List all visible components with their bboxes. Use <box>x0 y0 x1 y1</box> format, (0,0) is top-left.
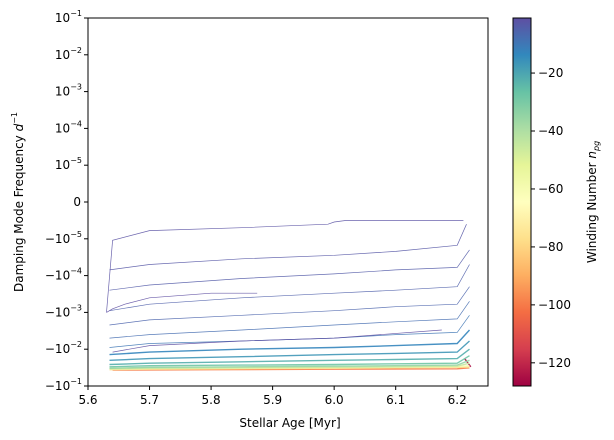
colorbar <box>512 17 532 387</box>
x-tick-label: 5.9 <box>263 393 282 407</box>
colorbar-tick-label: −80 <box>538 240 563 254</box>
series-line <box>109 362 470 370</box>
series-line <box>112 329 442 353</box>
y-tick-label: −10−5 <box>45 230 82 246</box>
colorbar-tick-label: −20 <box>538 66 563 80</box>
series-line <box>109 329 471 356</box>
x-tick-label: 5.6 <box>78 393 97 407</box>
colorbar-tick-label: −60 <box>538 182 563 196</box>
series-line <box>109 340 470 361</box>
x-axis-label: Stellar Age [Myr] <box>239 416 340 430</box>
y-tick-label: −10−1 <box>45 377 82 393</box>
x-tick-label: 5.7 <box>140 393 159 407</box>
x-tick-label: 6.1 <box>386 393 405 407</box>
y-tick-label: 10−3 <box>55 83 82 99</box>
series-line <box>109 359 470 369</box>
series-line <box>109 224 467 271</box>
series-line <box>109 348 470 366</box>
y-tick-label: 0 <box>73 195 81 209</box>
y-tick-label: −10−2 <box>45 340 82 356</box>
y-axis-ticks: −10−1 −10−2 −10−3 −10−4 −10−5 0 10−5 10−4 10−3 10… <box>45 9 88 393</box>
colorbar-label: Winding Number npg <box>585 141 601 263</box>
series-line <box>109 301 470 339</box>
colorbar-tick-label: −120 <box>538 356 571 370</box>
y-axis-label: Damping Mode Frequency d−1 <box>10 112 26 292</box>
series-line <box>112 367 470 371</box>
series-line <box>464 358 472 368</box>
y-tick-label: 10−2 <box>55 46 82 62</box>
series-line <box>109 355 470 368</box>
x-tick-label: 6.2 <box>448 393 467 407</box>
series-line <box>109 315 470 348</box>
colorbar-tick-label: −40 <box>538 124 563 138</box>
series-lines <box>106 220 472 371</box>
colorbar-tick-label: −100 <box>538 298 571 312</box>
series-line <box>109 264 470 312</box>
series-line <box>109 249 470 291</box>
x-axis-ticks: 5.6 5.7 5.8 5.9 6.0 6.1 6.2 <box>78 386 467 407</box>
colorbar-ticks: −20 −40 −60 −80 −100 −120 <box>531 66 571 370</box>
x-tick-label: 6.0 <box>325 393 344 407</box>
y-tick-label: −10−3 <box>45 303 82 319</box>
y-tick-label: 10−1 <box>55 9 82 25</box>
y-tick-label: 10−4 <box>55 119 82 135</box>
series-line <box>106 292 258 313</box>
y-tick-label: 10−5 <box>55 156 82 172</box>
series-line <box>109 286 470 326</box>
x-tick-label: 5.8 <box>202 393 221 407</box>
series-line <box>106 220 464 313</box>
y-tick-label: −10−4 <box>45 267 82 283</box>
